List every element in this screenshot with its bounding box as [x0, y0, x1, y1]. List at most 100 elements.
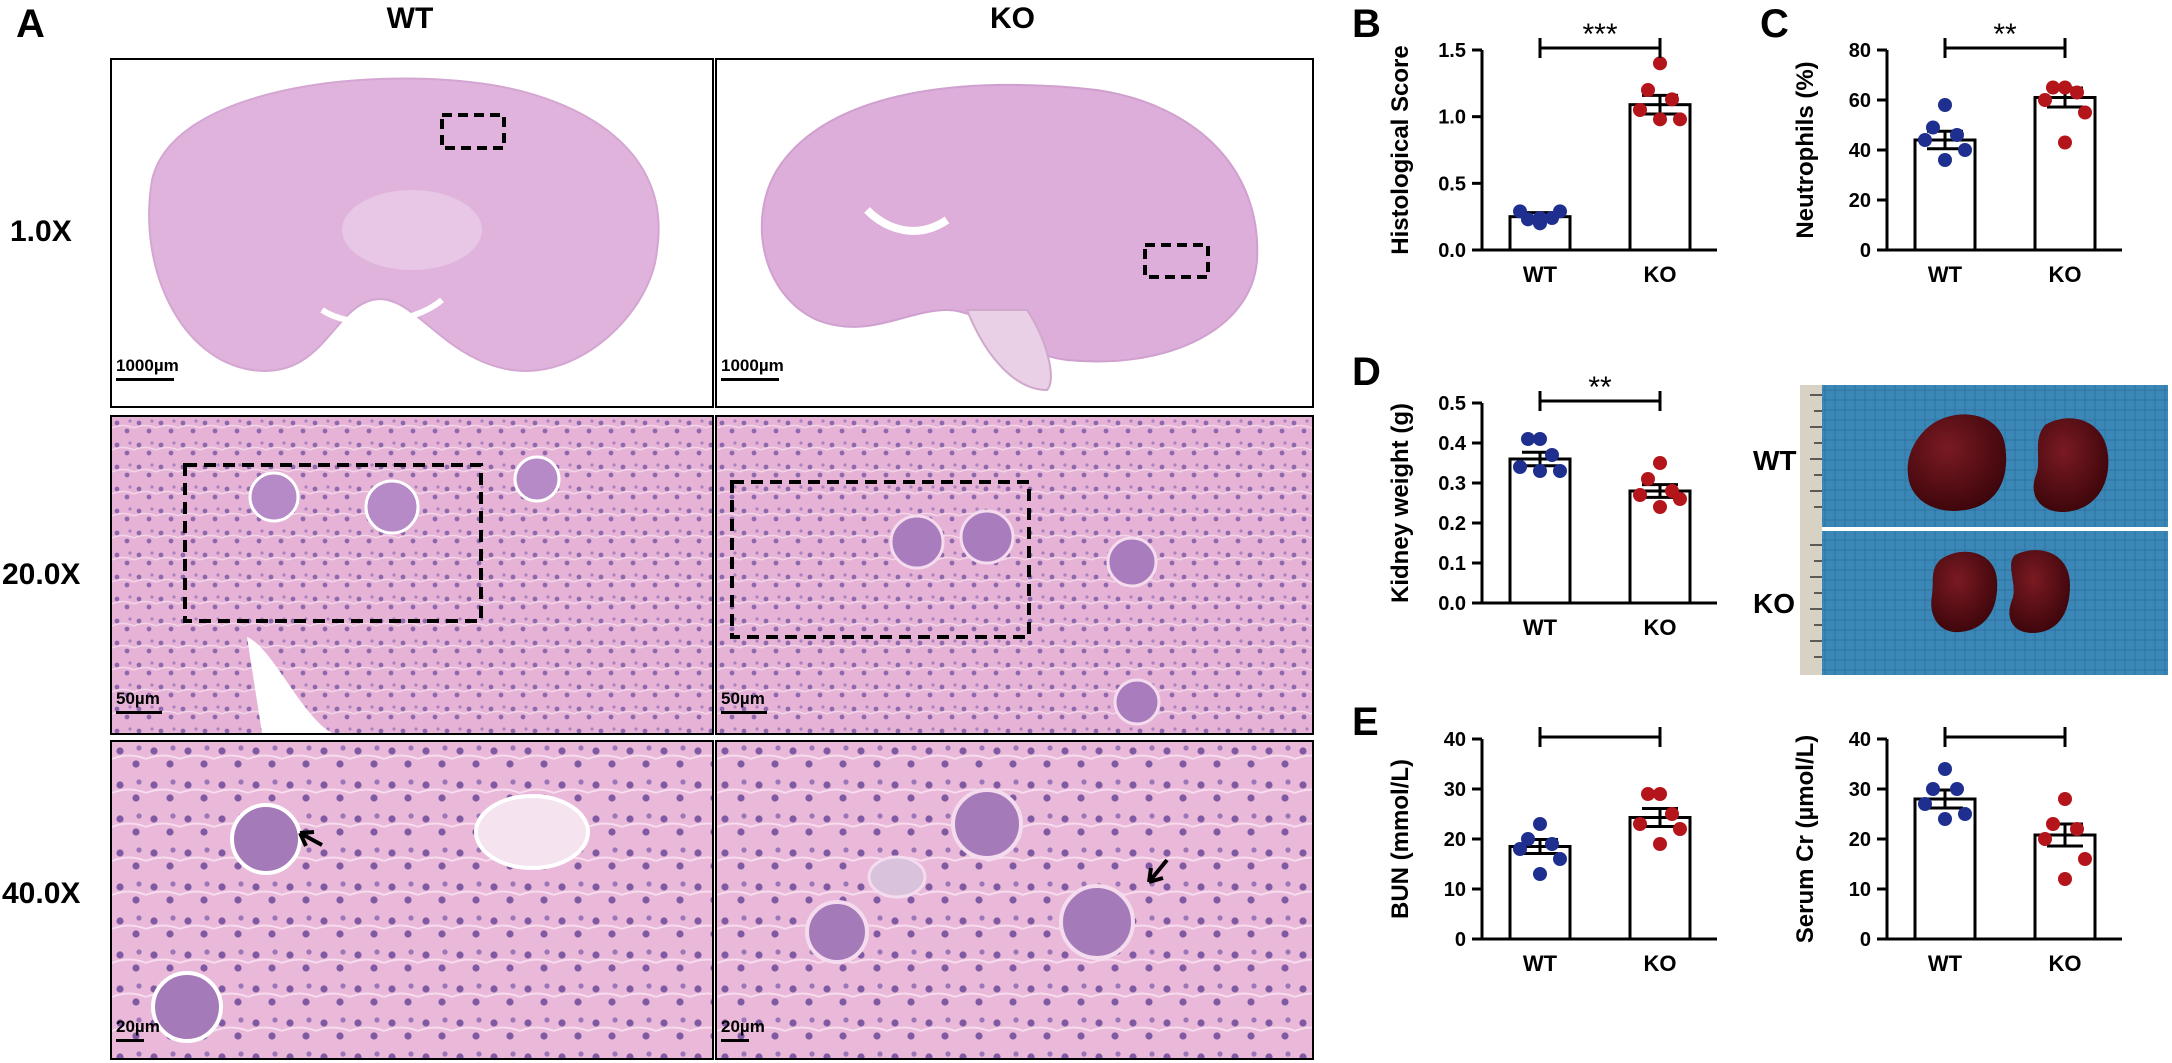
y-tick-label: 0.0 — [1438, 593, 1466, 615]
data-point — [1533, 464, 1547, 478]
data-point — [1633, 817, 1647, 831]
histology-wt-40x: 20µm — [110, 740, 714, 1060]
data-point — [2046, 80, 2060, 95]
y-tick-label: 0 — [1860, 240, 1871, 262]
data-point — [1665, 807, 1679, 821]
histology-ko-20x: 50µm — [715, 415, 1314, 735]
data-point — [1641, 787, 1655, 801]
row-label-20x: 20.0X — [2, 558, 81, 591]
scale-bar-ko-1x: 1000µm — [721, 356, 784, 381]
significance-marker: * — [1999, 725, 2011, 740]
kidney-photo — [1800, 385, 2168, 675]
y-tick-label: 0.2 — [1438, 513, 1466, 535]
x-tick-label: WT — [1523, 951, 1558, 976]
y-tick-label: 0.4 — [1438, 433, 1467, 455]
x-tick-label: WT — [1928, 262, 1963, 287]
y-tick-label: 60 — [1849, 90, 1871, 112]
chart-neutrophils: 0 20 40 60 80 Neutrophils (%) WT KO ** — [1792, 20, 2122, 287]
significance-marker: ** — [1588, 371, 1612, 404]
data-point — [1641, 83, 1655, 97]
data-point — [1633, 488, 1647, 502]
y-tick-label: 80 — [1849, 40, 1871, 62]
panel-label-a: A — [16, 2, 45, 46]
data-point — [1958, 807, 1972, 821]
scale-bar-wt-1x: 1000µm — [116, 356, 179, 381]
y-tick-label: 1.5 — [1438, 40, 1466, 62]
data-point — [1513, 204, 1527, 219]
data-point — [2078, 852, 2092, 866]
panel-label-d: D — [1352, 350, 1381, 394]
histology-ko-40x: 20µm — [715, 740, 1314, 1060]
x-tick-label: KO — [1644, 615, 1677, 640]
x-tick-label: KO — [2049, 262, 2082, 287]
data-point — [1553, 464, 1567, 478]
data-point — [1653, 112, 1667, 127]
data-point — [1950, 782, 1964, 796]
data-point — [1641, 472, 1655, 486]
y-axis-label: Serum Cr (µmol/L) — [1792, 735, 1819, 944]
histology-wt-1x: 1000µm — [110, 58, 714, 408]
panel-label-e: E — [1352, 700, 1379, 744]
bar-ko — [1628, 103, 1692, 252]
data-point — [1926, 120, 1940, 135]
data-point — [1950, 128, 1964, 142]
data-point — [1926, 782, 1940, 796]
data-point — [1653, 837, 1667, 851]
data-point — [1513, 460, 1527, 474]
data-point — [1673, 492, 1687, 506]
x-tick-label: KO — [1644, 262, 1677, 287]
data-point — [1633, 103, 1647, 117]
data-point — [1938, 98, 1952, 112]
histology-wt-20x: 50µm — [110, 415, 714, 735]
y-tick-label: 10 — [1444, 879, 1466, 901]
y-tick-label: 10 — [1849, 879, 1871, 901]
y-tick-label: 0.5 — [1438, 393, 1466, 415]
y-tick-label: 0 — [1455, 929, 1466, 951]
y-axis-label: Kidney weight (g) — [1387, 403, 1414, 603]
scale-bar-wt-40x: 20µm — [116, 1017, 160, 1042]
data-point — [1938, 153, 1952, 167]
y-tick-label: 20 — [1849, 190, 1871, 212]
x-tick-label: WT — [1523, 615, 1558, 640]
data-point — [1653, 500, 1667, 514]
data-point — [1533, 432, 1547, 446]
column-label-wt: WT — [386, 2, 434, 35]
data-point — [1533, 867, 1547, 881]
y-axis-label: Neutrophils (%) — [1792, 61, 1819, 238]
chart-kidney-weight: 0.0 0.1 0.2 0.3 0.4 0.5 Kidney weight (g) WT KO *… — [1387, 371, 1717, 640]
data-point — [2038, 93, 2052, 107]
y-tick-label: 1.0 — [1438, 107, 1466, 129]
y-tick-label: 0.5 — [1438, 173, 1466, 195]
chart-serum-cr: 0 10 20 30 40 Serum Cr (µmol/L) WT KO * — [1792, 725, 2122, 976]
data-point — [2078, 105, 2092, 120]
data-point — [2070, 85, 2084, 100]
y-tick-label: 30 — [1849, 779, 1871, 801]
x-tick-label: WT — [1523, 262, 1558, 287]
data-point — [1938, 812, 1952, 826]
chart-bun: 0 10 20 30 40 BUN (mmol/L) WT KO ** — [1387, 725, 1717, 976]
data-point — [1673, 822, 1687, 836]
data-point — [1513, 842, 1527, 856]
y-tick-label: 0.3 — [1438, 473, 1466, 495]
scale-bar-ko-20x: 50µm — [721, 689, 767, 714]
y-tick-label: 40 — [1849, 140, 1871, 162]
y-tick-label: 0.0 — [1438, 240, 1466, 262]
data-point — [1545, 837, 1559, 851]
bar-ko — [2033, 833, 2097, 941]
y-tick-label: 40 — [1849, 729, 1871, 751]
data-point — [1533, 211, 1547, 225]
data-point — [1958, 143, 1972, 157]
data-point — [1653, 56, 1667, 71]
scale-bar-ko-40x: 20µm — [721, 1017, 765, 1042]
data-point — [1553, 204, 1567, 219]
row-label-1x: 1.0X — [10, 215, 72, 248]
x-tick-label: KO — [2049, 951, 2082, 976]
data-point — [1653, 787, 1667, 801]
data-point — [1918, 133, 1932, 147]
data-point — [2038, 832, 2052, 846]
row-label-40x: 40.0X — [2, 877, 81, 910]
data-point — [1673, 112, 1687, 127]
histology-ko-1x: 1000µm — [715, 58, 1314, 408]
panel-label-c: C — [1760, 2, 1789, 46]
column-label-ko: KO — [990, 2, 1035, 35]
